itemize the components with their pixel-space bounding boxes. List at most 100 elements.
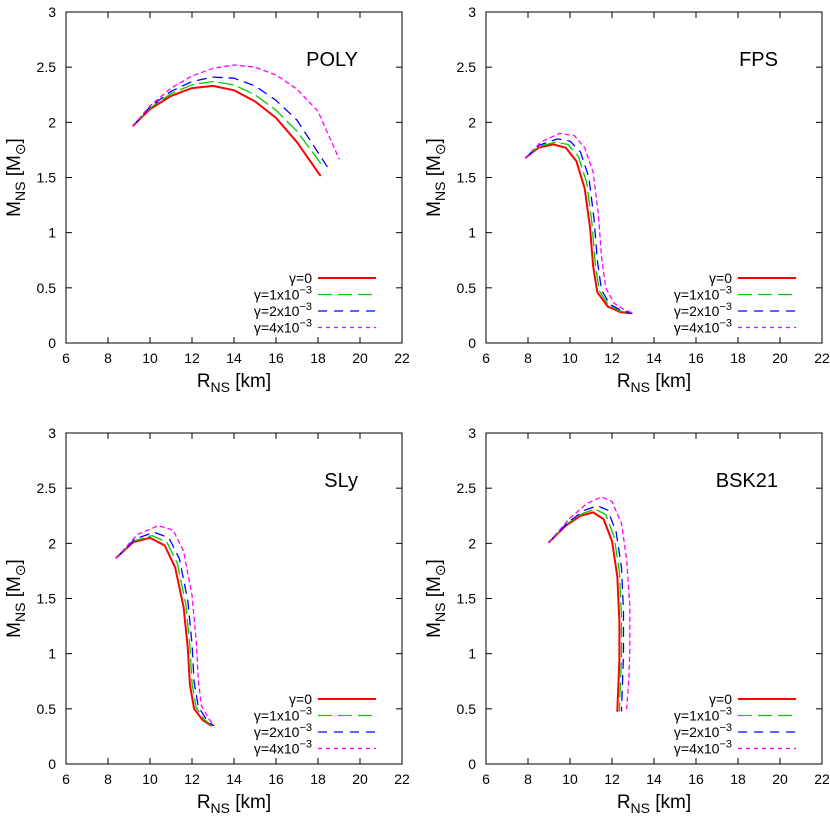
legend-label-text: γ=1x10 xyxy=(674,287,720,303)
legend-label-text: γ=4x10 xyxy=(254,741,300,757)
y-tick-label: 1.5 xyxy=(37,170,57,186)
legend: γ=0γ=1x10−3γ=2x10−3γ=4x10−3 xyxy=(674,270,796,336)
x-tick-label: 8 xyxy=(104,350,112,366)
legend-label-text: γ=2x10 xyxy=(674,303,720,319)
x-tick-label: 20 xyxy=(352,771,368,787)
x-tick-label: 18 xyxy=(730,771,746,787)
legend-label-0: γ=0 xyxy=(709,691,732,707)
legend-label-exponent: −3 xyxy=(719,285,732,297)
y-axis-label-sub: NS xyxy=(12,182,28,201)
sun-symbol: ⊙ xyxy=(12,564,28,576)
y-tick-label: 2 xyxy=(468,114,476,130)
x-tick-label: 6 xyxy=(62,771,70,787)
legend-label-3: γ=4x10−3 xyxy=(254,318,312,336)
legend-label-1: γ=1x10−3 xyxy=(674,285,732,303)
legend-label-exponent: −3 xyxy=(299,706,312,718)
legend-label-2: γ=2x10−3 xyxy=(254,722,312,740)
series-line-2 xyxy=(548,505,625,712)
x-axis-label-main: R xyxy=(617,792,631,813)
series-line-2 xyxy=(525,138,633,314)
x-axis-label: RNS [km] xyxy=(617,371,691,395)
y-tick-label: 1 xyxy=(48,225,56,241)
legend-label-3: γ=4x10−3 xyxy=(254,739,312,757)
y-tick-label: 2.5 xyxy=(37,59,57,75)
legend-label-text: γ=0 xyxy=(709,270,732,286)
legend-label-text: γ=1x10 xyxy=(254,287,300,303)
legend-label-exponent: −3 xyxy=(299,285,312,297)
y-tick-label: 2 xyxy=(468,535,476,551)
y-tick-label: 3 xyxy=(48,425,56,441)
y-tick-label: 2.5 xyxy=(457,59,477,75)
series-line-0 xyxy=(132,84,322,177)
series-line-1 xyxy=(525,141,632,314)
x-tick-label: 18 xyxy=(310,771,326,787)
panel-title: FPS xyxy=(739,49,778,71)
x-axis-label-main: R xyxy=(197,371,211,392)
legend-label-exponent: −3 xyxy=(719,722,732,734)
y-tick-label: 3 xyxy=(48,4,56,20)
y-axis-label-main: M xyxy=(424,622,445,638)
legend-label-2: γ=2x10−3 xyxy=(674,301,732,319)
legend-label-text: γ=1x10 xyxy=(254,708,300,724)
y-tick-label: 1.5 xyxy=(457,591,477,607)
legend-label-exponent: −3 xyxy=(719,301,732,313)
x-tick-label: 22 xyxy=(394,350,410,366)
y-axis-label-unit-open: [M xyxy=(4,576,25,602)
legend-label-1: γ=1x10−3 xyxy=(254,706,312,724)
y-axis-label-unit-close: ] xyxy=(4,559,25,564)
legend-label-exponent: −3 xyxy=(299,739,312,751)
series-line-0 xyxy=(524,143,632,315)
x-axis-label-unit: [km] xyxy=(230,792,271,813)
legend-label-exponent: −3 xyxy=(719,706,732,718)
legend-label-3: γ=4x10−3 xyxy=(674,739,732,757)
x-tick-label: 8 xyxy=(524,350,532,366)
legend-label-1: γ=1x10−3 xyxy=(254,285,312,303)
y-tick-label: 0 xyxy=(468,756,476,772)
legend: γ=0γ=1x10−3γ=2x10−3γ=4x10−3 xyxy=(674,691,796,757)
legend-label-exponent: −3 xyxy=(299,722,312,734)
x-tick-label: 14 xyxy=(646,350,662,366)
x-tick-label: 16 xyxy=(688,350,704,366)
legend-label-text: γ=0 xyxy=(289,691,312,707)
x-tick-label: 18 xyxy=(730,350,746,366)
y-tick-label: 0 xyxy=(48,756,56,772)
x-axis-label: RNS [km] xyxy=(617,792,691,816)
y-tick-label: 2.5 xyxy=(37,480,57,496)
legend: γ=0γ=1x10−3γ=2x10−3γ=4x10−3 xyxy=(254,270,376,336)
series-line-1 xyxy=(115,534,213,727)
y-tick-label: 1.5 xyxy=(37,591,57,607)
x-tick-label: 16 xyxy=(268,350,284,366)
x-tick-label: 14 xyxy=(646,771,662,787)
y-axis-label-sub: NS xyxy=(432,603,448,622)
legend-label-1: γ=1x10−3 xyxy=(674,706,732,724)
x-axis-label: RNS [km] xyxy=(197,792,271,816)
x-tick-label: 10 xyxy=(142,350,158,366)
x-axis-label-sub: NS xyxy=(211,800,230,816)
series-line-1 xyxy=(132,80,323,167)
x-axis-label-main: R xyxy=(617,371,631,392)
y-axis-label-main: M xyxy=(424,201,445,217)
y-tick-label: 0 xyxy=(468,335,476,351)
x-tick-label: 20 xyxy=(352,350,368,366)
x-tick-label: 22 xyxy=(814,771,830,787)
x-tick-label: 6 xyxy=(482,350,490,366)
series-line-3 xyxy=(115,525,215,727)
x-axis-label: RNS [km] xyxy=(197,371,271,395)
panel-title: SLy xyxy=(324,470,358,492)
x-tick-label: 22 xyxy=(394,771,410,787)
panel-title: POLY xyxy=(306,49,358,71)
x-axis-label-sub: NS xyxy=(631,800,650,816)
y-axis-label-unit-close: ] xyxy=(4,138,25,143)
x-axis-label-unit: [km] xyxy=(230,371,271,392)
y-tick-label: 1 xyxy=(468,225,476,241)
x-axis-label-unit: [km] xyxy=(650,371,691,392)
legend-label-exponent: −3 xyxy=(719,318,732,330)
panel-title: BSK21 xyxy=(716,470,778,492)
series-line-3 xyxy=(525,132,634,314)
x-tick-label: 8 xyxy=(104,771,112,787)
series-line-3 xyxy=(548,496,631,710)
